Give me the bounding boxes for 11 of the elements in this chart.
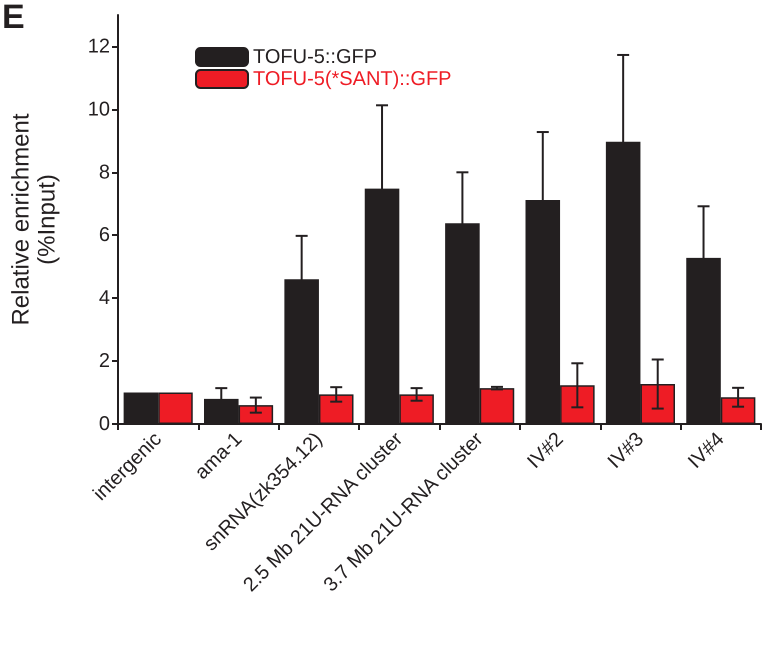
y-tick-label: 4: [98, 287, 110, 310]
y-tick-label: 12: [88, 35, 110, 58]
y-tick-label: 2: [98, 350, 110, 372]
text: E: [2, 0, 25, 36]
y-tick-label: 10: [88, 98, 110, 120]
y-axis-title: Relative enrichment (%Input): [8, 113, 60, 326]
y-tick-label: 8: [98, 161, 110, 184]
y-tick-label: 0: [98, 413, 110, 435]
legend-label: TOFU-5::GFP: [253, 46, 378, 68]
legend-label: TOFU-5(*SANT)::GFP: [253, 68, 452, 90]
y-tick-label: 6: [98, 224, 110, 246]
